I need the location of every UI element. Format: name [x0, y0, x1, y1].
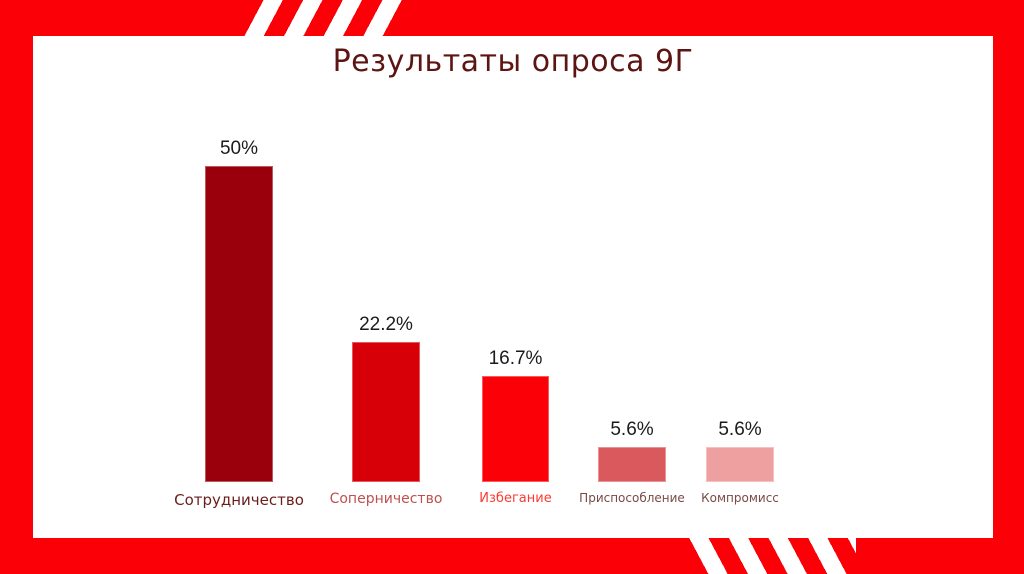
bar-value-label: 16.7%: [488, 348, 543, 369]
bar-group[interactable]: 5.6% Компромисс: [701, 419, 779, 505]
bar-value-label: 5.6%: [610, 419, 654, 440]
page-title: Результаты опроса 9Г: [332, 44, 694, 79]
bar-category-label: Избегание: [479, 491, 552, 506]
bar-value-label: 5.6%: [718, 419, 762, 440]
bar[interactable]: [598, 447, 666, 482]
slide-content-area: Результаты опроса 9Г 50% Сотрудничество 22…: [33, 36, 993, 538]
bar-chart-plot: 50% Сотрудничество 22.2% Соперничество 16.7%…: [33, 36, 993, 538]
bar-value-label: 22.2%: [359, 314, 413, 335]
bar-category-label: Приспособление: [579, 491, 685, 505]
bar-group[interactable]: 5.6% Приспособление: [579, 419, 685, 505]
bar-group[interactable]: 22.2% Соперничество: [330, 314, 443, 507]
bar[interactable]: [352, 342, 420, 482]
bar[interactable]: [205, 166, 273, 482]
bar-group[interactable]: 16.7% Избегание: [479, 348, 551, 506]
bar[interactable]: [482, 376, 549, 482]
bar-category-label: Компромисс: [701, 491, 779, 505]
bar[interactable]: [706, 447, 774, 482]
decorative-stripes-bottom: [688, 538, 856, 574]
bar-group[interactable]: 50% Сотрудничество: [174, 138, 304, 509]
bar-category-label: Соперничество: [329, 491, 443, 507]
decorative-stripes-top: [243, 0, 403, 36]
bar-category-label: Сотрудничество: [174, 491, 304, 509]
bar-value-label: 50%: [219, 138, 259, 159]
